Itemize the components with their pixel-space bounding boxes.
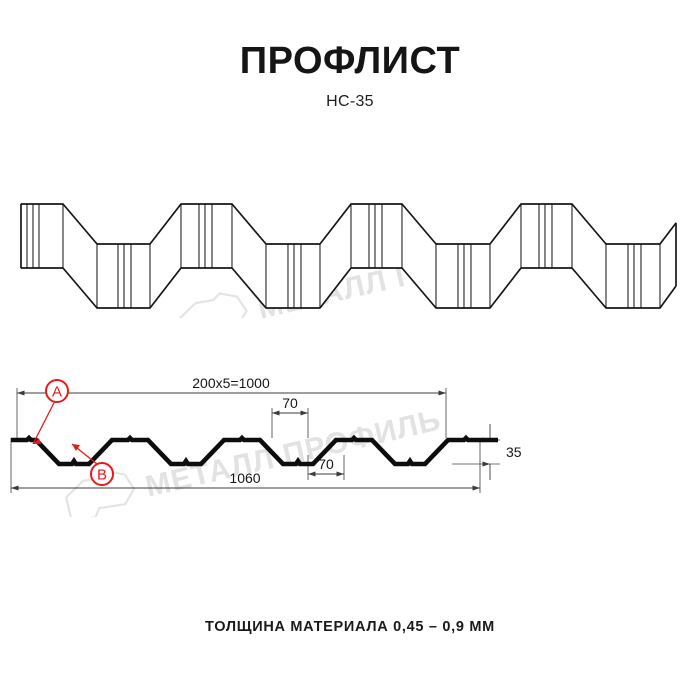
cross-section-svg: МЕТАЛЛ ПРОФИЛЬ [10,375,522,517]
cross-section-view: МЕТАЛЛ ПРОФИЛЬ [0,352,700,517]
watermark-text-lower: МЕТАЛЛ ПРОФИЛЬ [142,404,444,504]
dim-crest-bottom-label: 70 [318,456,334,472]
isometric-view: МЕТАЛЛ ПРОФИЛЬ [0,168,700,318]
callout-b-circle[interactable] [90,462,114,486]
footer: ТОЛЩИНА МАТЕРИАЛА 0,45 – 0,9 ММ [0,618,700,636]
dim-pitch-label: 200x5=1000 [192,375,270,391]
callout-b-label: B [97,467,107,484]
page-title: ПРОФЛИСТ [239,40,461,82]
callout-a-label: A [52,384,62,401]
header: ПРОФЛИСТ НС-35 [0,40,700,111]
dimension-lines [11,390,491,491]
material-thickness-text: ТОЛЩИНА МАТЕРИАЛА 0,45 – 0,9 ММ [205,619,495,635]
dim-crest-top-label: 70 [282,395,298,411]
sheet-geometry [20,203,677,309]
profile-section [11,434,498,467]
callout-markers: A B [32,379,114,486]
callout-a[interactable]: A [45,379,69,403]
brand-logo-icon [177,292,248,318]
isometric-svg: МЕТАЛЛ ПРОФИЛЬ [20,203,677,318]
callout-b-arrow [72,444,80,451]
callout-a-leader [32,396,58,445]
dim-total-width-label: 1060 [229,470,260,486]
callout-a-circle[interactable] [45,379,69,403]
dimension-labels: 200x5=1000 1060 70 70 35 [192,375,522,486]
dim-height-label: 35 [506,444,522,460]
sheet-outline [20,203,677,309]
callout-b[interactable]: B [90,462,114,486]
model-subtitle: НС-35 [326,92,374,110]
callout-a-arrow [33,438,41,444]
